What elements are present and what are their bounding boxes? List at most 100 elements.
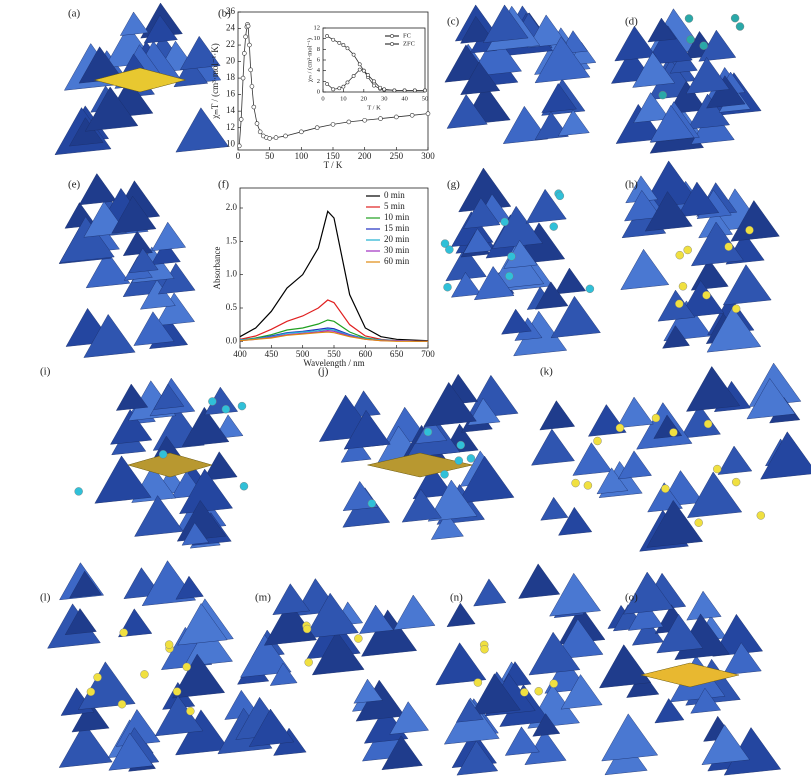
polyhedron-face — [482, 4, 529, 43]
legend-marker — [390, 42, 394, 46]
polyhedron-face — [518, 563, 561, 599]
polyhedron-face — [64, 608, 97, 636]
polyhedron-face — [632, 51, 676, 88]
polyhedron-face — [393, 594, 436, 631]
polyhedron-face — [85, 250, 131, 289]
polyhedron-face — [473, 578, 507, 607]
polyhedra-cluster — [444, 4, 597, 144]
atom — [713, 464, 722, 474]
polyhedron-face — [463, 197, 501, 229]
atom — [119, 628, 128, 637]
x-tick-label: 20 — [361, 95, 368, 102]
polyhedron-face — [534, 36, 591, 84]
y-tick-label: 14 — [226, 105, 236, 115]
polyhedron-face — [134, 495, 184, 537]
polyhedron-face — [340, 436, 372, 463]
atom — [505, 271, 514, 281]
atom — [534, 687, 543, 696]
data-marker — [351, 52, 356, 57]
polyhedron-face — [685, 56, 730, 95]
polyhedron-face — [151, 221, 187, 252]
polyhedron-face — [662, 325, 690, 349]
atom — [686, 35, 695, 44]
polyhedron-face — [122, 230, 153, 256]
data-marker — [337, 41, 342, 45]
x-tick-label: 200 — [358, 151, 372, 161]
panel-label: (c) — [447, 16, 460, 28]
polyhedron-face — [119, 11, 149, 36]
polyhedron-face — [722, 642, 762, 676]
data-marker — [345, 46, 350, 51]
polyhedron-face — [649, 104, 695, 143]
polyhedron-face — [361, 609, 418, 657]
panel-label: (i) — [40, 366, 51, 378]
atom — [675, 299, 684, 309]
polyhedron-face — [527, 14, 567, 48]
polyhedron-face — [624, 189, 662, 222]
atom — [585, 284, 595, 294]
atom — [182, 662, 191, 672]
data-marker — [351, 74, 356, 78]
y-tick-label: 6 — [317, 56, 321, 63]
y-tick-label: 24 — [226, 23, 236, 33]
polyhedron-face — [541, 83, 577, 113]
atom — [456, 440, 465, 450]
polyhedron-face — [430, 512, 464, 540]
panel-label: (d) — [625, 16, 638, 28]
polyhedron-face — [599, 644, 652, 689]
y-tick-label: 12 — [314, 24, 321, 31]
y-tick-label: 0 — [317, 88, 320, 95]
polyhedron-face — [248, 708, 295, 747]
atom — [158, 450, 168, 459]
polyhedron-face — [531, 428, 575, 466]
polyhedron-face — [181, 522, 210, 546]
atom — [237, 401, 247, 411]
panel-label: (a) — [68, 8, 81, 20]
atom — [661, 484, 670, 493]
x-axis-label: Wavelength / nm — [303, 358, 364, 368]
polyhedron-face — [616, 396, 654, 429]
polyhedron-face — [143, 14, 178, 44]
data-marker — [240, 75, 246, 81]
polyhedron-face — [557, 109, 590, 137]
x-tick-label: 700 — [421, 349, 435, 359]
panel-label: (b) — [218, 8, 231, 20]
polyhedra-cluster — [611, 8, 762, 154]
atom — [117, 700, 127, 709]
polyhedron-face — [554, 267, 587, 295]
polyhedron-face — [501, 308, 532, 335]
polyhedron-face — [534, 111, 569, 141]
polyhedron-face — [172, 653, 226, 699]
atom — [221, 405, 231, 414]
data-marker — [378, 116, 383, 121]
data-marker — [423, 88, 427, 93]
polyhedron-face — [722, 264, 772, 306]
atom — [571, 478, 580, 488]
polyhedron-face — [451, 271, 482, 298]
atom — [208, 397, 217, 406]
atom — [367, 499, 377, 508]
polyhedron-face — [560, 674, 603, 710]
atom — [675, 250, 684, 260]
data-marker — [254, 121, 260, 126]
x-tick-label: 40 — [401, 95, 408, 102]
polyhedron-face — [460, 61, 501, 95]
data-marker — [331, 37, 336, 42]
data-marker — [243, 34, 248, 40]
data-marker — [409, 112, 415, 118]
data-line — [239, 210, 429, 342]
x-tick-label: 500 — [296, 349, 310, 359]
atom — [500, 217, 509, 227]
polyhedron-face — [627, 600, 664, 631]
atom — [702, 290, 711, 300]
data-marker — [412, 88, 417, 93]
polyhedron-face — [457, 455, 515, 504]
polyhedron-face — [614, 25, 657, 62]
atom — [507, 252, 516, 261]
data-marker — [341, 43, 346, 47]
polyhedron-face — [401, 488, 442, 523]
polyhedra-cluster — [531, 362, 811, 552]
data-marker — [314, 125, 320, 130]
atom — [730, 13, 740, 23]
data-marker — [325, 34, 329, 38]
